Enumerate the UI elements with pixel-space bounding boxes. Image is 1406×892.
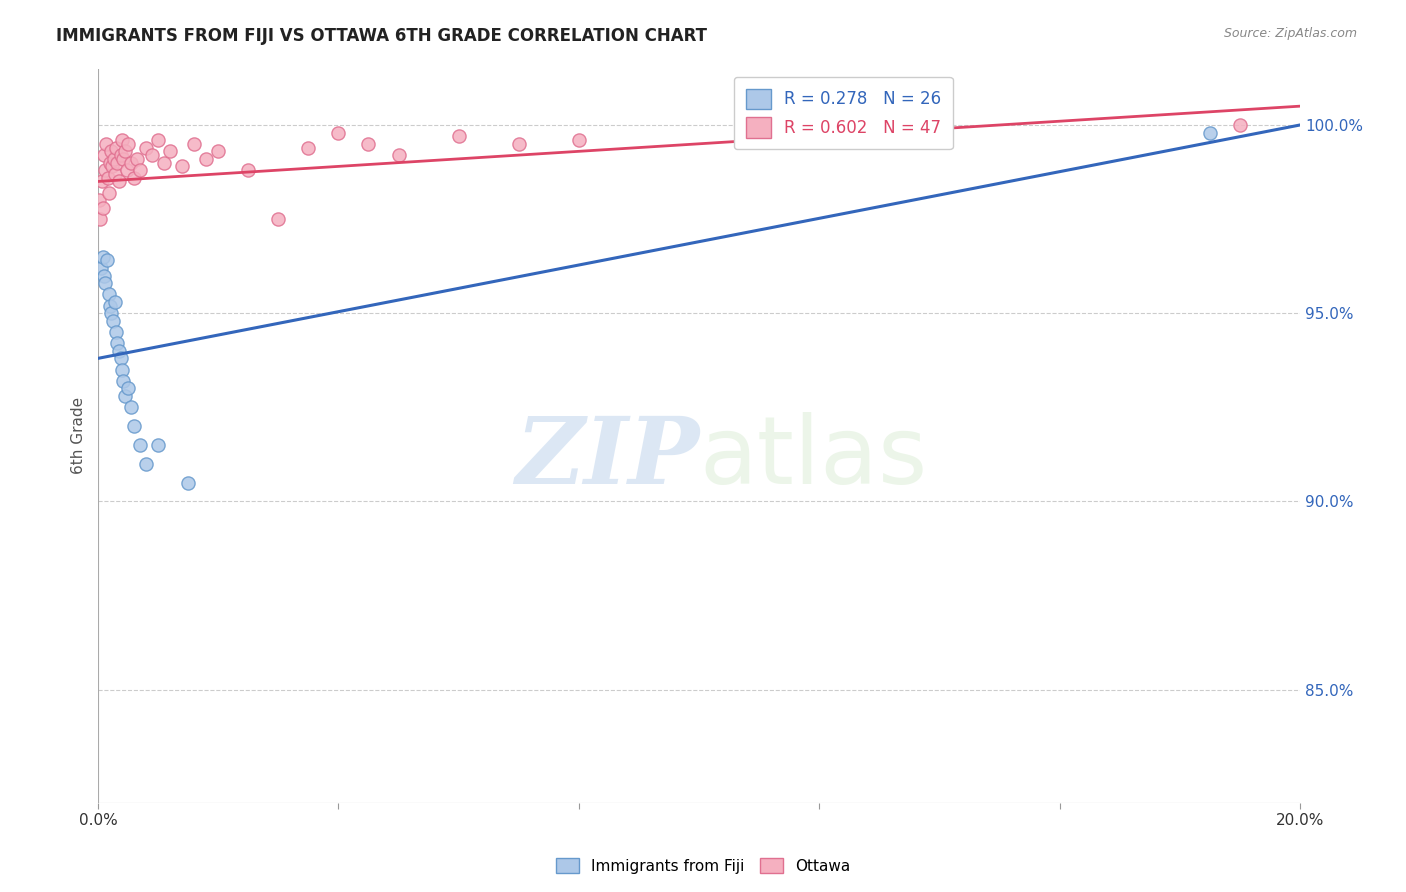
- Point: [96, 253, 118, 268]
- Point: [120, 155, 142, 169]
- Point: [195, 152, 218, 166]
- Legend: Immigrants from Fiji, Ottawa: Immigrants from Fiji, Ottawa: [550, 852, 856, 880]
- Point: [115, 163, 138, 178]
- Point: [238, 163, 260, 178]
- Text: IMMIGRANTS FROM FIJI VS OTTAWA 6TH GRADE CORRELATION CHART: IMMIGRANTS FROM FIJI VS OTTAWA 6TH GRADE…: [56, 27, 707, 45]
- Text: ZIP: ZIP: [515, 412, 699, 502]
- Point: [97, 186, 120, 200]
- Point: [105, 336, 128, 351]
- Point: [127, 152, 149, 166]
- Point: [91, 201, 114, 215]
- Point: [94, 276, 117, 290]
- Point: [267, 212, 290, 227]
- Point: [183, 136, 205, 151]
- Point: [105, 325, 128, 339]
- Point: [93, 268, 115, 283]
- Point: [98, 155, 121, 169]
- Point: [94, 163, 117, 178]
- Point: [177, 475, 200, 490]
- Point: [97, 170, 120, 185]
- Point: [104, 294, 127, 309]
- Point: [207, 145, 229, 159]
- Point: [135, 140, 157, 154]
- Point: [117, 382, 139, 396]
- Point: [122, 419, 145, 434]
- Point: [297, 140, 319, 154]
- Point: [114, 145, 136, 159]
- Point: [1199, 126, 1222, 140]
- Point: [748, 111, 770, 125]
- Point: [120, 401, 142, 415]
- Point: [111, 362, 134, 376]
- Point: [89, 194, 111, 208]
- Point: [100, 306, 122, 320]
- Point: [108, 174, 131, 188]
- Text: atlas: atlas: [699, 411, 928, 504]
- Point: [146, 438, 169, 452]
- Point: [101, 314, 124, 328]
- Point: [568, 133, 591, 147]
- Point: [447, 129, 470, 144]
- Point: [153, 155, 176, 169]
- Point: [508, 136, 530, 151]
- Point: [108, 343, 131, 358]
- Point: [357, 136, 380, 151]
- Point: [105, 140, 128, 154]
- Point: [159, 145, 181, 159]
- Point: [110, 351, 132, 366]
- Point: [90, 260, 112, 275]
- Point: [110, 148, 132, 162]
- Point: [100, 145, 122, 159]
- Point: [105, 155, 128, 169]
- Point: [1229, 118, 1251, 132]
- Point: [93, 148, 115, 162]
- Point: [112, 374, 135, 388]
- Point: [112, 152, 135, 166]
- Legend: R = 0.278   N = 26, R = 0.602   N = 47: R = 0.278 N = 26, R = 0.602 N = 47: [734, 77, 953, 149]
- Point: [111, 133, 134, 147]
- Point: [328, 126, 350, 140]
- Point: [117, 136, 139, 151]
- Point: [98, 299, 121, 313]
- Point: [122, 170, 145, 185]
- Text: Source: ZipAtlas.com: Source: ZipAtlas.com: [1223, 27, 1357, 40]
- Point: [97, 287, 120, 301]
- Point: [90, 174, 112, 188]
- Point: [114, 389, 136, 403]
- Point: [172, 160, 194, 174]
- Point: [104, 167, 127, 181]
- Point: [141, 148, 163, 162]
- Point: [91, 250, 114, 264]
- Point: [129, 438, 152, 452]
- Point: [135, 457, 157, 471]
- Point: [101, 160, 124, 174]
- Y-axis label: 6th Grade: 6th Grade: [72, 397, 86, 474]
- Point: [103, 152, 125, 166]
- Point: [748, 118, 770, 132]
- Point: [96, 136, 118, 151]
- Point: [146, 133, 169, 147]
- Point: [89, 212, 111, 227]
- Point: [129, 163, 152, 178]
- Point: [387, 148, 409, 162]
